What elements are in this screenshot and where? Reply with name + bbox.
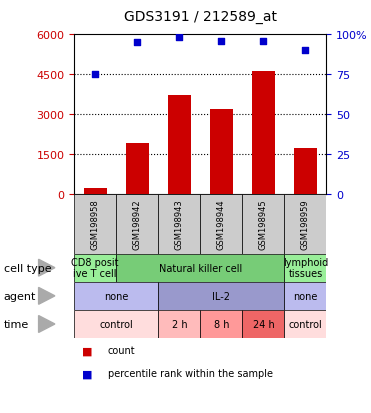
Bar — [158, 194, 200, 254]
Point — [92, 71, 98, 78]
Bar — [200, 194, 242, 254]
Text: CD8 posit
ive T cell: CD8 posit ive T cell — [72, 257, 119, 279]
Bar — [285, 310, 326, 338]
Text: control: control — [99, 319, 133, 329]
Bar — [158, 310, 200, 338]
Text: lymphoid
tissues: lymphoid tissues — [283, 257, 328, 279]
Bar — [116, 254, 285, 282]
Bar — [200, 310, 242, 338]
Text: agent: agent — [4, 291, 36, 301]
Text: GSM198944: GSM198944 — [217, 199, 226, 249]
Bar — [285, 254, 326, 282]
Bar — [242, 310, 285, 338]
Text: 24 h: 24 h — [253, 319, 274, 329]
Bar — [242, 194, 285, 254]
Text: GDS3191 / 212589_at: GDS3191 / 212589_at — [124, 9, 277, 24]
Bar — [210, 109, 233, 194]
Point — [260, 38, 266, 45]
Text: 2 h: 2 h — [171, 319, 187, 329]
Bar — [74, 254, 116, 282]
Bar — [126, 144, 149, 194]
Text: GSM198959: GSM198959 — [301, 199, 310, 249]
Text: cell type: cell type — [4, 263, 51, 273]
Text: 8 h: 8 h — [214, 319, 229, 329]
Text: control: control — [289, 319, 322, 329]
Text: IL-2: IL-2 — [212, 291, 230, 301]
Text: GSM198945: GSM198945 — [259, 199, 268, 249]
Polygon shape — [39, 260, 55, 276]
Bar — [252, 72, 275, 194]
Point — [302, 47, 308, 54]
Text: time: time — [4, 319, 29, 329]
Bar — [84, 189, 107, 194]
Bar — [116, 194, 158, 254]
Point — [176, 35, 182, 42]
Text: none: none — [104, 291, 128, 301]
Bar — [285, 282, 326, 310]
Polygon shape — [39, 316, 55, 332]
Bar — [168, 96, 191, 194]
Bar — [74, 194, 116, 254]
Point — [134, 40, 140, 46]
Text: ■: ■ — [82, 346, 92, 356]
Text: count: count — [108, 346, 135, 356]
Point — [219, 38, 224, 45]
Text: GSM198958: GSM198958 — [91, 199, 100, 249]
Bar — [294, 149, 317, 194]
Text: GSM198942: GSM198942 — [133, 199, 142, 249]
Text: percentile rank within the sample: percentile rank within the sample — [108, 368, 273, 378]
Text: Natural killer cell: Natural killer cell — [159, 263, 242, 273]
Text: ■: ■ — [82, 368, 92, 378]
Polygon shape — [39, 288, 55, 304]
Bar — [158, 282, 285, 310]
Bar — [285, 194, 326, 254]
Text: GSM198943: GSM198943 — [175, 199, 184, 249]
Bar — [74, 310, 158, 338]
Bar — [74, 282, 158, 310]
Text: none: none — [293, 291, 318, 301]
